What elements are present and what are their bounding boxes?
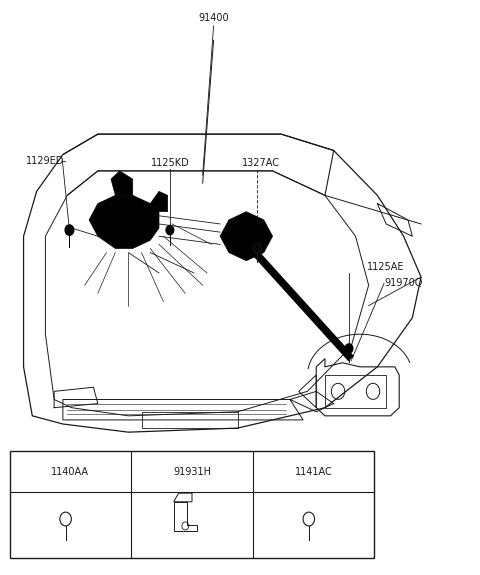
- Text: 1125AE: 1125AE: [367, 262, 405, 273]
- Bar: [10, 451, 374, 558]
- Circle shape: [166, 225, 174, 235]
- Text: 1129ED: 1129ED: [26, 156, 65, 166]
- Polygon shape: [220, 212, 273, 260]
- Circle shape: [345, 344, 353, 353]
- Polygon shape: [89, 196, 159, 248]
- Polygon shape: [150, 191, 168, 212]
- Text: 1125KD: 1125KD: [151, 158, 190, 168]
- Circle shape: [65, 225, 74, 235]
- Text: 91400: 91400: [198, 13, 229, 23]
- Polygon shape: [111, 171, 133, 196]
- Text: 1327AC: 1327AC: [242, 158, 280, 168]
- Text: 91931H: 91931H: [173, 466, 211, 477]
- Text: 91970Q: 91970Q: [384, 278, 422, 289]
- Text: 1141AC: 1141AC: [295, 466, 333, 477]
- Text: 1140AA: 1140AA: [51, 466, 89, 477]
